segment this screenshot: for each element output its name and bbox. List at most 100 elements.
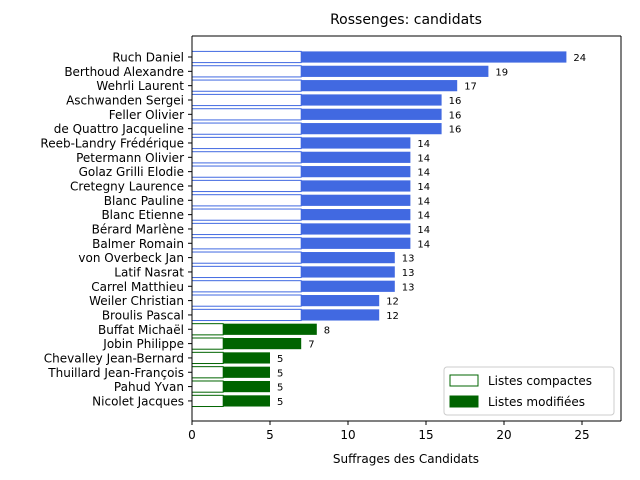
legend-box xyxy=(443,366,615,416)
bar-modified xyxy=(301,65,489,77)
data-label: 5 xyxy=(277,397,283,408)
bar-compact xyxy=(191,308,302,322)
data-label: 14 xyxy=(417,211,430,222)
bar-modified xyxy=(301,194,411,206)
bar-compact xyxy=(191,237,302,250)
category-label: Blanc Etienne xyxy=(101,208,184,222)
data-label: 14 xyxy=(417,153,430,164)
bar-modified xyxy=(223,366,270,378)
legend: Listes compactes Listes modifiées xyxy=(443,366,615,416)
bar-compact xyxy=(191,251,302,264)
bar-compact xyxy=(191,194,302,207)
data-label: 14 xyxy=(417,139,430,150)
bar-compact xyxy=(191,323,224,336)
category-label: Nicolet Jacques xyxy=(92,394,184,408)
bar-modified xyxy=(301,295,380,307)
data-label: 13 xyxy=(402,282,415,293)
data-label: 24 xyxy=(573,53,586,64)
bar-modified xyxy=(301,80,458,92)
chart-title: Rossenges: candidats xyxy=(330,12,482,28)
bar-compact xyxy=(191,294,302,307)
bar-compact xyxy=(191,65,302,78)
category-label: Balmer Romain xyxy=(92,237,184,251)
bar-modified xyxy=(223,352,270,364)
data-label: 14 xyxy=(417,182,430,193)
bar-modified xyxy=(301,180,411,192)
bar-compact xyxy=(191,208,302,221)
legend-label-modified: Listes modifiées xyxy=(488,395,585,409)
bar-compact xyxy=(191,337,224,350)
x-tick-label: 5 xyxy=(266,428,274,442)
category-label: Buffat Michaël xyxy=(98,323,184,337)
category-label: Berthoud Alexandre xyxy=(64,65,184,79)
category-label: Broulis Pascal xyxy=(102,308,184,322)
bar-compact xyxy=(191,265,302,279)
bar-compact xyxy=(191,280,302,293)
bar-modified xyxy=(301,123,442,135)
data-label: 12 xyxy=(386,297,399,308)
legend-swatch-modified xyxy=(449,395,479,408)
bar-modified xyxy=(223,380,270,393)
bar-compact xyxy=(191,50,302,64)
bar-compact xyxy=(191,380,224,393)
bar-compact xyxy=(191,394,224,408)
category-label: Latif Nasrat xyxy=(114,265,184,279)
bar-modified xyxy=(301,237,411,249)
bar-compact xyxy=(191,79,302,92)
category-label: Bérard Marlène xyxy=(92,222,184,236)
bar-modified xyxy=(301,151,411,163)
category-label: Reeb-Landry Frédérique xyxy=(40,136,184,150)
bar-modified xyxy=(223,395,270,407)
legend-swatch-compact xyxy=(449,374,479,387)
x-tick-label: 0 xyxy=(188,428,196,442)
bar-compact xyxy=(191,179,302,193)
bar-modified xyxy=(301,137,411,149)
category-label: de Quattro Jacqueline xyxy=(54,122,184,136)
category-label: Weiler Christian xyxy=(89,294,184,308)
bar-modified xyxy=(301,51,567,63)
bar-modified xyxy=(301,94,442,106)
x-tick-label: 20 xyxy=(496,428,511,442)
data-label: 13 xyxy=(402,254,415,265)
data-label: 14 xyxy=(417,239,430,250)
data-label: 7 xyxy=(308,340,314,351)
data-label: 17 xyxy=(464,82,477,93)
bar-modified xyxy=(301,309,380,321)
bars-group xyxy=(191,50,567,408)
data-label: 16 xyxy=(449,110,462,121)
x-tick-label: 25 xyxy=(574,428,589,442)
data-label: 5 xyxy=(277,383,283,394)
bar-compact xyxy=(191,151,302,164)
bar-modified xyxy=(223,338,302,350)
x-tick-label: 10 xyxy=(340,428,355,442)
bar-compact xyxy=(191,108,302,121)
bar-compact xyxy=(191,351,224,365)
data-label: 5 xyxy=(277,354,283,365)
category-label: von Overbeck Jan xyxy=(78,251,184,265)
bar-modified xyxy=(223,323,317,335)
data-label: 8 xyxy=(324,325,330,336)
category-label: Ruch Daniel xyxy=(112,51,184,65)
bar-modified xyxy=(301,252,395,264)
x-tick-label: 15 xyxy=(418,428,433,442)
data-label: 19 xyxy=(495,67,508,78)
data-label: 12 xyxy=(386,311,399,322)
category-label: Carrel Matthieu xyxy=(91,280,184,294)
data-label: 13 xyxy=(402,268,415,279)
bar-modified xyxy=(301,108,442,120)
bar-compact xyxy=(191,122,302,135)
category-label: Aschwanden Sergei xyxy=(66,93,184,107)
data-label: 16 xyxy=(449,125,462,136)
bar-modified xyxy=(301,266,395,278)
bar-modified xyxy=(301,166,411,178)
x-axis-title: Suffrages des Candidats xyxy=(333,452,479,466)
category-label: Chevalley Jean-Bernard xyxy=(44,351,184,365)
bar-compact xyxy=(191,366,224,379)
data-label: 14 xyxy=(417,225,430,236)
data-label: 16 xyxy=(449,96,462,107)
category-label: Petermann Olivier xyxy=(76,151,184,165)
category-label: Pahud Yvan xyxy=(114,380,184,394)
data-label: 14 xyxy=(417,168,430,179)
category-label: Feller Olivier xyxy=(109,108,184,122)
